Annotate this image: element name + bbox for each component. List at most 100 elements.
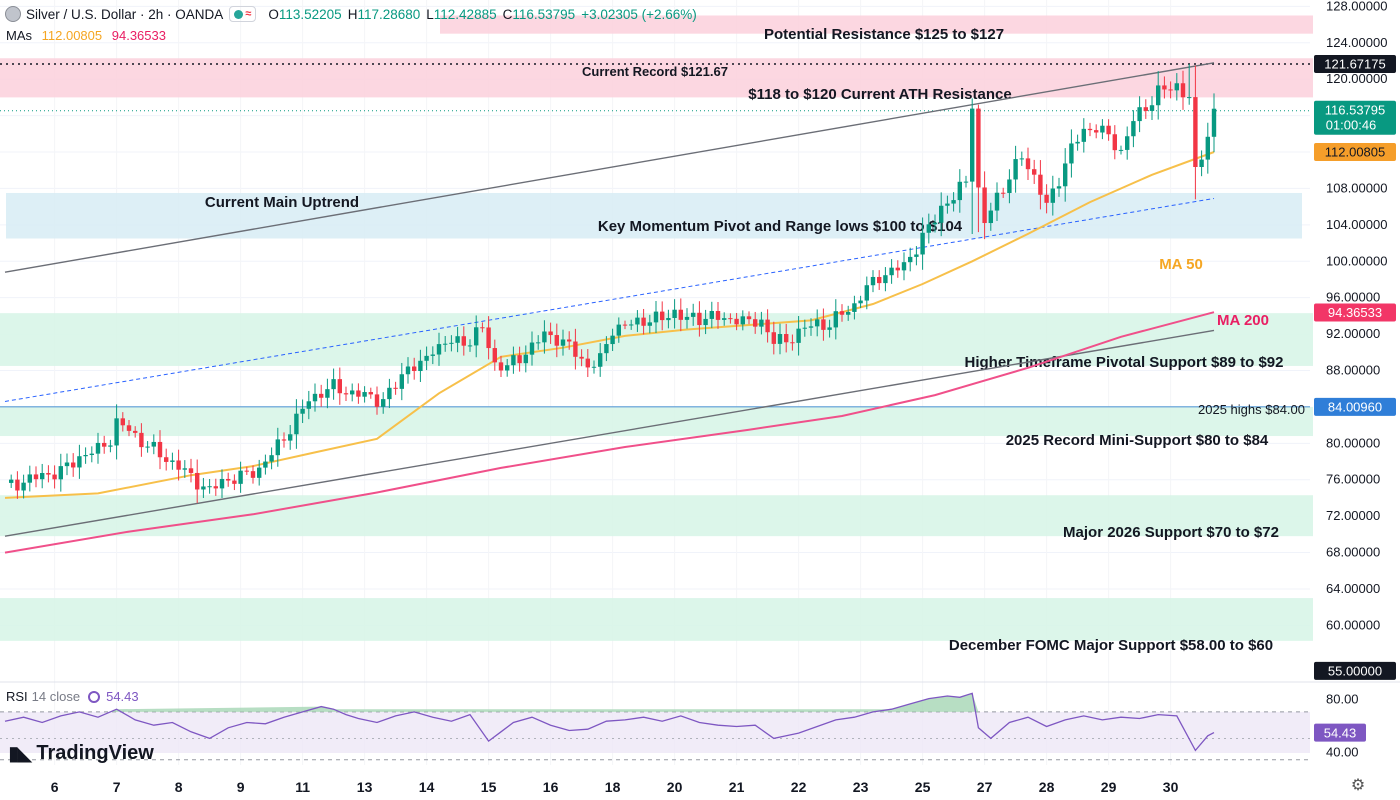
change-value: +3.02305 (+2.66%) [581,6,697,22]
candle-body [827,327,832,330]
chart-header: Silver / U.S. Dollar · 2h · OANDA ≈ O 113… [0,0,697,28]
zone-resistance [0,58,1313,98]
candle-body [908,256,913,263]
highs-2025-price-tag-bg [1314,397,1396,416]
rsi-params: 14 close [31,689,81,704]
candle-body [1156,85,1161,106]
close-label: C [502,6,513,22]
candle-body [994,192,1000,211]
candle-body [598,353,603,367]
candle-body [89,453,94,456]
y-tick-label: 88.00000 [1326,362,1380,377]
x-tick-label: 27 [977,779,993,795]
candle-body [567,339,572,342]
candle-body [424,355,429,361]
candle-body [622,324,628,326]
rsi-tick-label: 40.00 [1326,745,1359,760]
x-tick-label: 23 [853,779,869,795]
rsi-label: RSI [6,689,28,704]
candle-body [536,342,541,344]
candle-body [753,319,758,327]
candle-body [815,319,820,327]
candle-body [288,434,293,441]
candle-body [151,441,156,447]
candle-body [374,394,380,407]
mas-legend[interactable]: MAs 112.00805 94.36533 [6,28,166,43]
tradingview-mark-icon: ▮◣ [8,743,32,765]
candle-body [1056,186,1062,189]
candle-body [697,312,702,326]
candle-body [542,331,547,343]
rsi-band [0,711,1310,753]
market-status-badge[interactable]: ≈ [229,6,257,22]
candle-body [976,108,981,188]
candle-body [579,356,584,359]
record-price-tag: 121.67175 [1324,56,1385,71]
ma200-price-tag-bg [1314,303,1396,322]
candle-body [641,317,646,326]
candle-body [1205,136,1210,160]
y-tick-label: 64.00000 [1326,581,1380,596]
candle-body [1038,174,1043,195]
candle-body [15,479,20,491]
highs-2025-price-tag: 84.00960 [1328,399,1382,414]
zone-label: Higher Timeframe Pivotal Support $89 to … [965,354,1284,371]
candle-body [77,456,82,468]
candle-body [691,312,696,317]
candle-body [560,339,566,346]
candle-body [1131,121,1136,137]
rsi-settings-icon[interactable] [88,690,101,703]
candle-body [554,335,559,346]
tradingview-logo[interactable]: ▮◣ TradingView [8,741,154,766]
candle-body [201,486,206,490]
candle-body [263,461,268,468]
ma50-price-tag-bg [1314,142,1396,161]
candle-body [461,336,466,346]
candle-body [108,445,113,447]
candle-body [337,379,342,394]
candle-body [133,430,138,433]
candle-body [1044,194,1049,203]
candle-body [765,319,770,333]
x-tick-label: 28 [1039,779,1055,795]
candle-body [393,387,398,389]
candle-body [920,232,925,255]
ma50-price-tag: 112.00805 [1325,144,1386,159]
symbol-title[interactable]: Silver / U.S. Dollar · 2h · OANDA [26,6,224,22]
candle-body [275,439,280,456]
candle-body [505,365,510,371]
candle-body [480,327,485,329]
candle-body [852,303,857,312]
gear-icon[interactable]: ⚙ [1350,777,1366,794]
y-tick-label: 108.00000 [1326,180,1387,195]
candle-body [219,478,225,489]
floor-price-tag-bg [1314,661,1396,680]
candle-body [604,344,609,354]
candle-body [647,322,652,326]
x-tick-label: 7 [113,779,121,795]
candle-body [684,316,690,320]
candle-body [269,455,274,462]
rsi-line [4,692,1215,752]
ma200-label: MA 200 [1217,312,1269,329]
zone-support [0,406,1313,437]
rsi-legend[interactable]: RSI 14 close 54.43 [6,689,139,704]
floor-price-tag: 55.00000 [1328,663,1382,678]
rsi-overbought-fill [110,693,979,712]
candle-body [102,442,107,447]
candle-body [585,358,590,368]
candle-body [1025,158,1031,170]
x-tick-label: 9 [237,779,245,795]
candle-body [1162,85,1167,90]
y-tick-label: 76.00000 [1326,472,1380,487]
rsi-legend-value: 54.43 [106,689,139,704]
record-price-tag-bg [1314,54,1396,73]
candle-body [381,399,386,407]
candle-body [808,326,814,328]
candle-body [1168,89,1173,91]
candle-body [759,319,764,327]
x-tick-label: 8 [175,779,183,795]
x-tick-label: 22 [791,779,807,795]
y-tick-label: 68.00000 [1326,545,1380,560]
